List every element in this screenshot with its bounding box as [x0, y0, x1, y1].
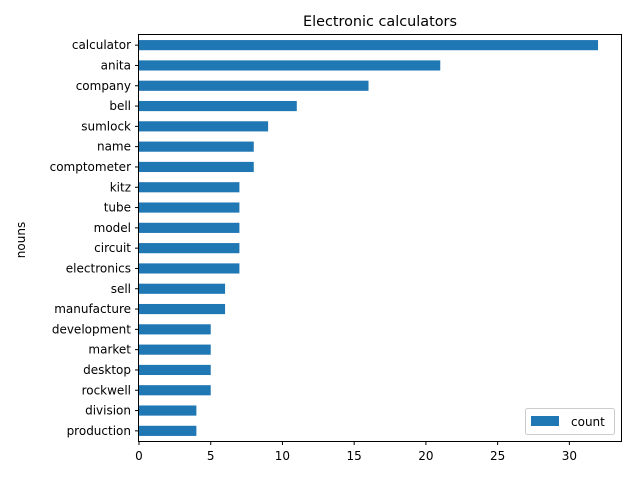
bar-sumlock: [139, 121, 269, 132]
x-tick-label: 20: [418, 449, 433, 463]
x-tick-label: 5: [207, 449, 215, 463]
bar-production: [139, 425, 197, 436]
y-tick-label: model: [94, 221, 131, 235]
bars-group: [139, 40, 599, 436]
bar-kitz: [139, 182, 240, 193]
y-tick-label: manufacture: [54, 302, 131, 316]
plot-frame: [138, 34, 622, 442]
y-tick-label: name: [97, 140, 131, 154]
x-tick-label: 30: [562, 449, 577, 463]
bar-company: [139, 80, 369, 91]
bar-calculator: [139, 40, 599, 51]
y-tick-label: sell: [111, 282, 131, 296]
y-tick-label: sumlock: [81, 119, 131, 133]
y-tick-label: calculator: [72, 38, 131, 52]
x-tick-label: 15: [347, 449, 362, 463]
bar-desktop: [139, 364, 211, 376]
legend-swatch: [531, 416, 559, 426]
bar-circuit: [139, 243, 240, 254]
y-tick-label: kitz: [110, 180, 131, 194]
x-tick-label: 10: [275, 449, 290, 463]
x-tick-label: 25: [490, 449, 505, 463]
bar-model: [139, 222, 240, 233]
y-tick-label: company: [76, 79, 131, 93]
bar-comptometer: [139, 161, 254, 173]
y-axis-label: nouns: [14, 222, 28, 258]
bar-anita: [139, 60, 441, 71]
y-tick-label: market: [88, 343, 131, 357]
x-ticks-group: 0 5 10 15 20 25 30: [135, 441, 577, 463]
y-tick-label: bell: [109, 99, 131, 113]
bar-market: [139, 344, 211, 355]
bar-tube: [139, 202, 240, 213]
y-tick-label: circuit: [94, 241, 131, 255]
y-ticks-group: calculator anita company bell sumlock name com…: [50, 38, 139, 438]
chart-title: Electronic calculators: [303, 14, 457, 30]
y-tick-label: desktop: [83, 363, 131, 377]
y-tick-label: rockwell: [82, 383, 131, 397]
y-tick-label: anita: [101, 58, 131, 72]
bar-division: [139, 405, 197, 416]
bar-bell: [139, 100, 297, 112]
bar-electronics: [139, 263, 240, 274]
y-tick-label: production: [67, 424, 131, 438]
y-tick-label: development: [52, 322, 131, 336]
bar-sell: [139, 283, 226, 294]
legend-label: count: [571, 415, 605, 429]
legend: count: [525, 408, 615, 435]
y-tick-label: electronics: [66, 261, 131, 275]
y-tick-label: comptometer: [50, 160, 131, 174]
bar-development: [139, 324, 211, 335]
bar-name: [139, 141, 254, 152]
y-tick-label: division: [85, 404, 131, 418]
bar-rockwell: [139, 385, 211, 396]
y-tick-label: tube: [104, 201, 131, 215]
x-tick-label: 0: [135, 449, 143, 463]
legend-box: [525, 408, 615, 435]
bar-manufacture: [139, 303, 226, 315]
